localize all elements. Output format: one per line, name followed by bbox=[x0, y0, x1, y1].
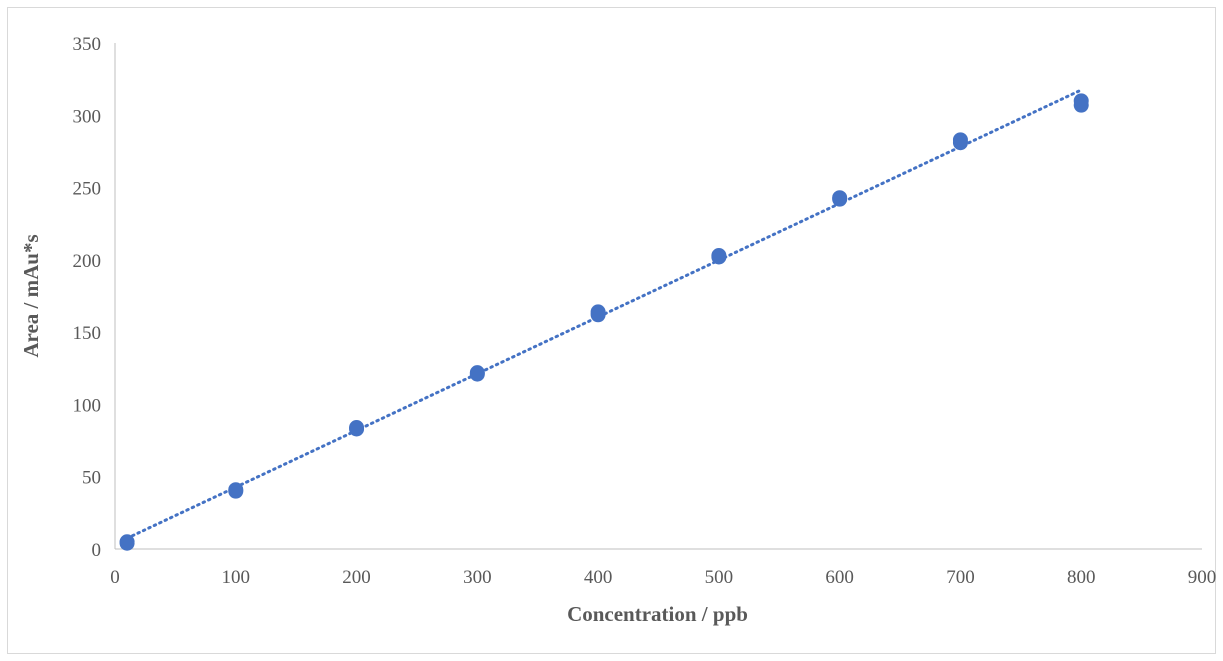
x-tick-label: 500 bbox=[705, 567, 734, 588]
x-tick-labels: 0 100 200 300 400 500 600 700 800 900 bbox=[110, 567, 1216, 588]
y-tick-label: 200 bbox=[73, 251, 102, 272]
y-axis-title: Area / mAu*s bbox=[19, 234, 43, 357]
data-points-group bbox=[119, 93, 1089, 551]
y-tick-label: 350 bbox=[73, 34, 102, 55]
data-point bbox=[228, 482, 244, 498]
data-point bbox=[349, 420, 365, 436]
y-tick-labels: 0 50 100 150 200 250 300 350 bbox=[73, 34, 102, 561]
data-point bbox=[1073, 93, 1089, 109]
chart-svg: 0 50 100 150 200 250 300 350 0 100 200 300 400 500 60… bbox=[19, 34, 1216, 626]
y-tick-label: 300 bbox=[73, 106, 102, 127]
x-tick-label: 800 bbox=[1067, 567, 1096, 588]
x-tick-label: 200 bbox=[342, 567, 371, 588]
x-tick-label: 400 bbox=[584, 567, 613, 588]
x-tick-label: 700 bbox=[946, 567, 975, 588]
y-tick-label: 250 bbox=[73, 179, 102, 200]
y-tick-label: 150 bbox=[73, 323, 102, 344]
data-point bbox=[469, 366, 485, 382]
x-tick-label: 600 bbox=[825, 567, 854, 588]
x-tick-label: 0 bbox=[110, 567, 120, 588]
data-point bbox=[711, 249, 727, 265]
x-tick-label: 100 bbox=[222, 567, 251, 588]
data-point bbox=[590, 304, 606, 320]
data-point bbox=[832, 190, 848, 206]
x-tick-label: 300 bbox=[463, 567, 492, 588]
y-tick-label: 50 bbox=[82, 468, 101, 489]
data-point bbox=[952, 132, 968, 148]
data-point bbox=[119, 535, 135, 551]
x-tick-label: 900 bbox=[1188, 567, 1217, 588]
x-axis-title: Concentration / ppb bbox=[567, 602, 748, 626]
y-tick-label: 0 bbox=[92, 540, 102, 561]
chart-frame: 0 50 100 150 200 250 300 350 0 100 200 300 400 500 60… bbox=[7, 7, 1216, 654]
y-tick-label: 100 bbox=[73, 395, 102, 416]
